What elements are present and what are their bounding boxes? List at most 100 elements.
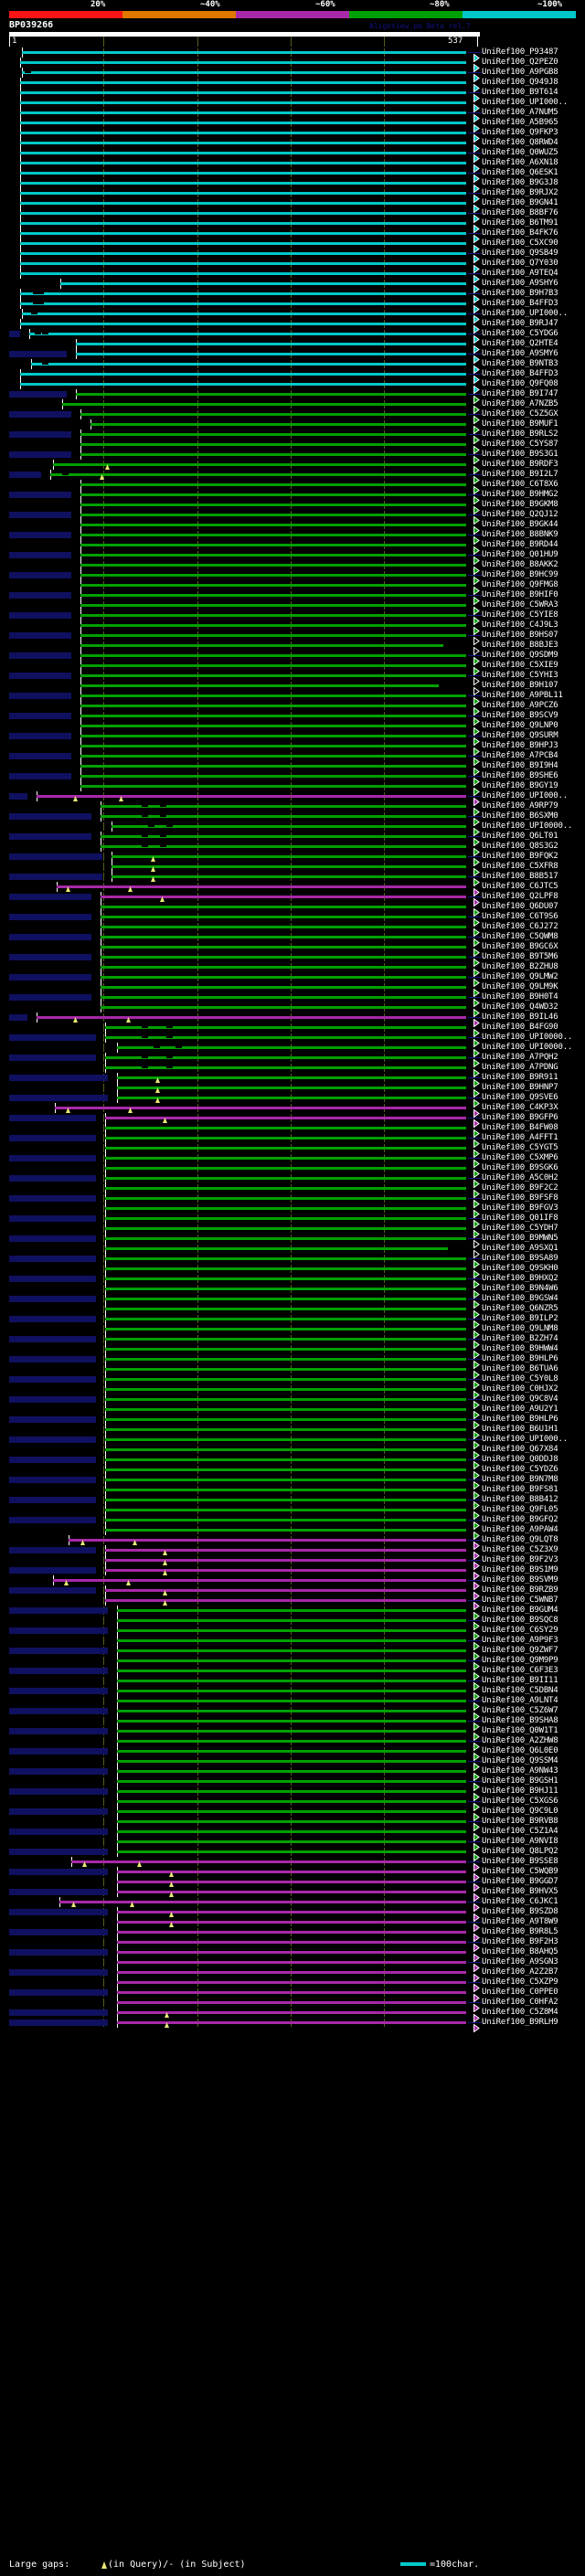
hit-label[interactable]: UniRef100_Q8S3G2 <box>482 842 558 851</box>
hsp-bar[interactable] <box>117 1770 466 1773</box>
hit-row[interactable]: UniRef100_Q0DDJ8 <box>0 1455 585 1470</box>
hsp-bar[interactable] <box>80 514 466 516</box>
hit-label[interactable]: UniRef100_B6U1H1 <box>482 1425 558 1434</box>
hit-row[interactable]: UniRef100_B9GSH1 <box>0 1776 585 1792</box>
hsp-bar[interactable] <box>105 1267 466 1270</box>
hit-label[interactable]: UniRef100_B8BF76 <box>482 208 558 217</box>
hit-row[interactable]: UniRef100_Q9ZWF7 <box>0 1646 585 1661</box>
hit-row[interactable]: UniRef100_B4FG90 <box>0 1023 585 1038</box>
hsp-bar[interactable] <box>80 674 466 677</box>
hit-label[interactable]: UniRef100_Q9SVE6 <box>482 1093 558 1102</box>
hit-row[interactable]: UniRef100_B9HLP6 <box>0 1415 585 1430</box>
hsp-bar[interactable] <box>80 483 466 486</box>
hsp-bar[interactable] <box>105 1398 466 1401</box>
hit-label[interactable]: UniRef100_B8AHQ5 <box>482 1947 558 1956</box>
hsp-bar[interactable] <box>105 1378 466 1381</box>
hit-label[interactable]: UniRef100_C6T8X6 <box>482 480 558 489</box>
hit-row[interactable]: UniRef100_B6SXM0 <box>0 811 585 827</box>
hit-row[interactable]: UniRef100_B9HLP6 <box>0 1354 585 1370</box>
hsp-bar[interactable] <box>117 1891 466 1893</box>
hsp-bar[interactable] <box>112 825 466 828</box>
hit-label[interactable]: UniRef100_B6SXM0 <box>482 811 558 821</box>
hit-row[interactable]: UniRef100_B9SGK6 <box>0 1163 585 1179</box>
hit-label[interactable]: UniRef100_B9SQC8 <box>482 1616 558 1625</box>
hit-row[interactable]: UniRef100_C4KP3X <box>0 1103 585 1118</box>
hit-row[interactable]: UniRef100_Q9FMG8 <box>0 580 585 596</box>
hsp-bar[interactable] <box>101 896 466 898</box>
hit-row[interactable]: UniRef100_B6U1H1 <box>0 1425 585 1440</box>
hsp-bar[interactable] <box>105 1318 466 1320</box>
hit-row[interactable]: UniRef100_Q0W1T1 <box>0 1726 585 1742</box>
hit-label[interactable]: UniRef100_Q0DDJ8 <box>482 1455 558 1464</box>
hsp-bar[interactable] <box>112 855 466 858</box>
hit-label[interactable]: UniRef100_C5Z3X9 <box>482 1545 558 1554</box>
hit-label[interactable]: UniRef100_C5Y0L8 <box>482 1374 558 1383</box>
hit-label[interactable]: UniRef100_C5Z1A4 <box>482 1827 558 1836</box>
hit-label[interactable]: UniRef100_A9NW43 <box>482 1766 558 1776</box>
hit-label[interactable]: UniRef100_B2ZHU8 <box>482 962 558 971</box>
hit-row[interactable]: UniRef100_B9FS81 <box>0 1485 585 1500</box>
hsp-bar[interactable] <box>20 172 466 175</box>
hit-label[interactable]: UniRef100_A9SXQ1 <box>482 1244 558 1253</box>
hit-row[interactable]: UniRef100_A9SGN3 <box>0 1957 585 1973</box>
hsp-bar[interactable] <box>105 1026 466 1029</box>
hit-row[interactable]: UniRef100_UPI0000.. <box>0 822 585 837</box>
hsp-bar[interactable] <box>80 715 466 717</box>
hit-row[interactable]: UniRef100_B9RDF3 <box>0 460 585 475</box>
hit-label[interactable]: UniRef100_B9FSF8 <box>482 1193 558 1203</box>
hsp-bar[interactable] <box>105 1066 466 1069</box>
hsp-bar[interactable] <box>80 634 466 637</box>
hsp-bar[interactable] <box>101 956 466 959</box>
hit-label[interactable]: UniRef100_Q9SDM9 <box>482 651 558 660</box>
hit-label[interactable]: UniRef100_Q7Y030 <box>482 259 558 268</box>
hit-row[interactable]: UniRef100_B9HXQ2 <box>0 1274 585 1289</box>
hsp-bar[interactable] <box>101 966 466 969</box>
hit-row[interactable]: UniRef100_A5B965 <box>0 118 585 133</box>
hit-label[interactable]: UniRef100_A7NZB5 <box>482 399 558 408</box>
hsp-bar[interactable] <box>105 1288 466 1290</box>
hit-row[interactable]: UniRef100_UPI000.. <box>0 309 585 324</box>
hit-row[interactable]: UniRef100_Q9SSM4 <box>0 1756 585 1772</box>
hsp-bar[interactable] <box>55 1107 466 1109</box>
hsp-bar[interactable] <box>20 373 466 376</box>
hit-row[interactable]: UniRef100_C0HFA2 <box>0 1998 585 2013</box>
hit-row[interactable]: UniRef100_C5WNB7 <box>0 1595 585 1611</box>
hit-row[interactable]: UniRef100_A7PCB4 <box>0 751 585 767</box>
hsp-bar[interactable] <box>105 1227 466 1230</box>
hit-label[interactable]: UniRef100_B9GGD7 <box>482 1877 558 1886</box>
hsp-bar[interactable] <box>105 1137 466 1140</box>
hit-row[interactable]: UniRef100_C6T8X6 <box>0 480 585 495</box>
hit-label[interactable]: UniRef100_A9RP79 <box>482 801 558 811</box>
hit-label[interactable]: UniRef100_Q01HU9 <box>482 550 558 559</box>
hit-label[interactable]: UniRef100_B4FFD3 <box>482 299 558 308</box>
hsp-bar[interactable] <box>80 433 466 436</box>
hit-label[interactable]: UniRef100_B9SA89 <box>482 1254 558 1263</box>
hit-row[interactable]: UniRef100_B4FW08 <box>0 1123 585 1139</box>
hit-row[interactable]: UniRef100_B9I2L7 <box>0 470 585 485</box>
hit-row[interactable]: UniRef100_B9FSF8 <box>0 1193 585 1209</box>
hit-label[interactable]: UniRef100_B9RJ47 <box>482 319 558 328</box>
hit-label[interactable]: UniRef100_C5DBN4 <box>482 1686 558 1695</box>
hsp-bar[interactable] <box>105 1428 466 1431</box>
hsp-bar[interactable] <box>117 1076 466 1079</box>
hsp-bar[interactable] <box>117 1790 466 1793</box>
hit-label[interactable]: UniRef100_B9I747 <box>482 389 558 398</box>
hit-row[interactable]: UniRef100_B9GUM4 <box>0 1606 585 1621</box>
hit-label[interactable]: UniRef100_B9HMG2 <box>482 490 558 499</box>
hit-label[interactable]: UniRef100_B9HLP6 <box>482 1415 558 1424</box>
hit-row[interactable]: UniRef100_A9NW43 <box>0 1766 585 1782</box>
hit-row[interactable]: UniRef100_B9SHA8 <box>0 1716 585 1732</box>
hsp-bar[interactable] <box>80 785 466 788</box>
hsp-bar[interactable] <box>105 1499 466 1501</box>
hsp-bar[interactable] <box>117 2021 466 2024</box>
hsp-bar[interactable] <box>117 1810 466 1813</box>
hsp-bar[interactable] <box>80 775 466 778</box>
hit-row[interactable]: UniRef100_A6XN18 <box>0 158 585 174</box>
hit-row[interactable]: UniRef100_B9I747 <box>0 389 585 405</box>
hsp-bar[interactable] <box>105 1167 466 1170</box>
hit-label[interactable]: UniRef100_C5YHI3 <box>482 671 558 680</box>
hit-label[interactable]: UniRef100_UPI0000.. <box>482 1043 573 1052</box>
hit-label[interactable]: UniRef100_B9GSW4 <box>482 1294 558 1303</box>
hsp-bar[interactable] <box>20 61 466 64</box>
hit-label[interactable]: UniRef100_A5B965 <box>482 118 558 127</box>
